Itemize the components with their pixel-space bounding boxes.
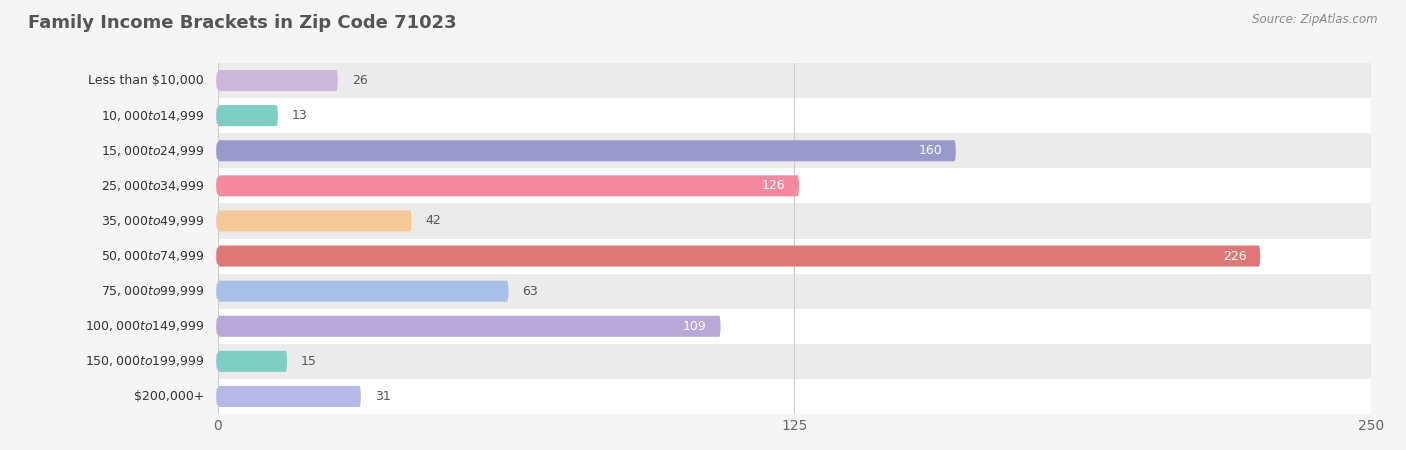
Bar bbox=[218, 133, 1371, 168]
Text: $200,000+: $200,000+ bbox=[134, 390, 204, 403]
Text: $25,000 to $34,999: $25,000 to $34,999 bbox=[101, 179, 204, 193]
Bar bbox=[218, 63, 1371, 98]
Circle shape bbox=[217, 73, 219, 88]
Circle shape bbox=[217, 213, 219, 229]
Circle shape bbox=[217, 354, 219, 369]
Bar bbox=[218, 168, 1371, 203]
Bar bbox=[218, 309, 1371, 344]
FancyBboxPatch shape bbox=[218, 281, 509, 302]
Circle shape bbox=[217, 108, 219, 123]
Text: 63: 63 bbox=[522, 285, 538, 297]
FancyBboxPatch shape bbox=[218, 176, 799, 196]
Text: 126: 126 bbox=[762, 180, 785, 192]
Text: $100,000 to $149,999: $100,000 to $149,999 bbox=[84, 319, 204, 333]
Text: $150,000 to $199,999: $150,000 to $199,999 bbox=[84, 354, 204, 369]
Text: 13: 13 bbox=[291, 109, 308, 122]
Circle shape bbox=[217, 389, 219, 404]
Text: $50,000 to $74,999: $50,000 to $74,999 bbox=[101, 249, 204, 263]
Bar bbox=[218, 344, 1371, 379]
Circle shape bbox=[217, 284, 219, 299]
Circle shape bbox=[217, 178, 219, 194]
Text: Less than $10,000: Less than $10,000 bbox=[89, 74, 204, 87]
FancyBboxPatch shape bbox=[218, 105, 278, 126]
Circle shape bbox=[217, 143, 219, 158]
FancyBboxPatch shape bbox=[218, 386, 361, 407]
Text: 42: 42 bbox=[426, 215, 441, 227]
Bar bbox=[218, 274, 1371, 309]
FancyBboxPatch shape bbox=[218, 211, 412, 231]
FancyBboxPatch shape bbox=[218, 140, 956, 161]
Text: $10,000 to $14,999: $10,000 to $14,999 bbox=[101, 108, 204, 123]
Bar bbox=[218, 238, 1371, 274]
Circle shape bbox=[217, 319, 219, 334]
FancyBboxPatch shape bbox=[218, 70, 337, 91]
Text: 15: 15 bbox=[301, 355, 316, 368]
Text: 160: 160 bbox=[918, 144, 942, 157]
FancyBboxPatch shape bbox=[218, 246, 1260, 266]
Circle shape bbox=[217, 248, 219, 264]
Bar bbox=[218, 98, 1371, 133]
Text: $35,000 to $49,999: $35,000 to $49,999 bbox=[101, 214, 204, 228]
FancyBboxPatch shape bbox=[218, 316, 721, 337]
Text: Source: ZipAtlas.com: Source: ZipAtlas.com bbox=[1253, 14, 1378, 27]
FancyBboxPatch shape bbox=[218, 351, 287, 372]
Text: $15,000 to $24,999: $15,000 to $24,999 bbox=[101, 144, 204, 158]
Text: Family Income Brackets in Zip Code 71023: Family Income Brackets in Zip Code 71023 bbox=[28, 14, 457, 32]
Text: 109: 109 bbox=[683, 320, 707, 333]
Text: $75,000 to $99,999: $75,000 to $99,999 bbox=[101, 284, 204, 298]
Bar bbox=[218, 379, 1371, 414]
Text: 226: 226 bbox=[1223, 250, 1246, 262]
Text: 26: 26 bbox=[352, 74, 367, 87]
Text: 31: 31 bbox=[375, 390, 391, 403]
Bar bbox=[218, 203, 1371, 238]
